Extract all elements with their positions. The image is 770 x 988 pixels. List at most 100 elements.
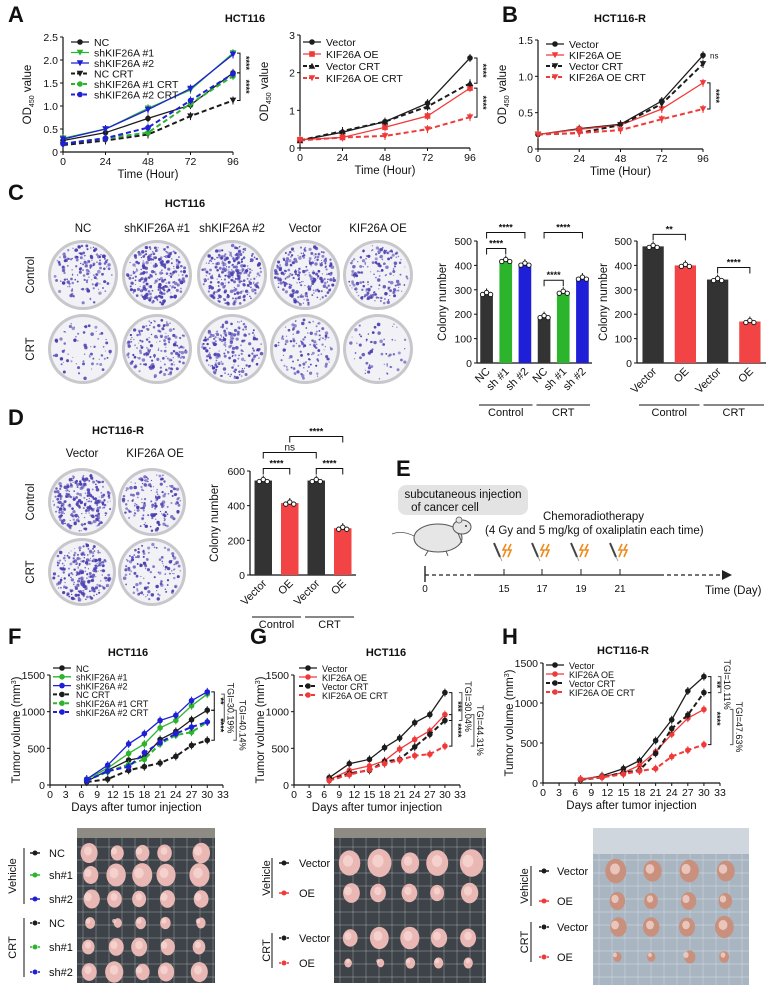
- data-point: [59, 665, 65, 671]
- colony-dot: [367, 333, 370, 335]
- colony-dot: [131, 336, 133, 339]
- colony-dot: [175, 487, 180, 491]
- colony-dot: [97, 480, 101, 484]
- colony-dot: [298, 267, 301, 271]
- colony-dot: [147, 477, 149, 480]
- colony-dot: [316, 255, 320, 259]
- y-label-main: OD: [22, 107, 34, 124]
- tumor-highlight: [109, 867, 119, 879]
- colony-dot: [147, 348, 150, 351]
- data-point: [173, 712, 179, 719]
- colony-dot: [100, 331, 104, 335]
- legend-item: shKIF26A #1 CRT: [53, 699, 149, 709]
- colony-dot: [58, 550, 63, 555]
- colony-dot: [378, 284, 381, 287]
- colony-dot: [147, 581, 150, 585]
- colony-dot: [362, 284, 366, 288]
- x-tick-label: 9: [94, 789, 100, 801]
- colony-dot: [69, 527, 72, 530]
- x-tick-label: 0: [297, 152, 303, 164]
- colony-dot: [238, 354, 240, 357]
- colony-dot: [62, 571, 65, 574]
- colony-dot: [284, 326, 287, 328]
- colony-dot: [63, 485, 68, 490]
- colony-dot: [300, 353, 303, 357]
- colony-dot: [166, 251, 169, 254]
- colony-dot: [81, 476, 85, 479]
- colony-dot: [224, 282, 227, 284]
- colony-dot: [86, 287, 89, 291]
- colony-dot: [393, 261, 398, 266]
- colony-dot: [307, 303, 310, 306]
- colony-dot: [235, 297, 238, 300]
- colony-dot: [251, 252, 254, 256]
- colony-dot: [300, 372, 303, 376]
- colony-dot: [247, 273, 251, 277]
- colony-dot: [332, 277, 335, 279]
- bar: [706, 279, 729, 363]
- timeline-axis-label: Time (Day): [705, 585, 762, 597]
- series-shkif26a-2-crt: [83, 717, 211, 785]
- data-point: [104, 762, 111, 768]
- colony-dot: [223, 298, 225, 300]
- colony-dot: [225, 256, 229, 260]
- colony-dot: [59, 256, 61, 258]
- colony-dot: [136, 555, 140, 559]
- colony-dot: [158, 278, 161, 281]
- data-point: [617, 127, 624, 134]
- colony-dot: [367, 254, 371, 258]
- colony-dot: [313, 340, 317, 344]
- colony-dot: [167, 267, 171, 271]
- colony-dot: [160, 580, 163, 583]
- legend-label: KIF26A OE CRT: [569, 72, 646, 84]
- colony-dot: [172, 556, 177, 560]
- colony-dot: [150, 333, 153, 336]
- colony-dot: [58, 263, 62, 266]
- colony-dot: [248, 281, 253, 285]
- significance-bracket: [262, 468, 291, 475]
- colony-dot: [98, 591, 101, 594]
- colony-dot: [152, 258, 155, 261]
- colony-dot: [175, 265, 180, 270]
- colony-dot: [103, 576, 107, 580]
- colony-dot: [180, 287, 182, 290]
- colony-dot: [252, 349, 256, 352]
- colony-dot: [101, 368, 105, 371]
- colony-dot: [58, 289, 62, 294]
- panel-letter-f: F: [8, 624, 21, 649]
- colony-dot: [377, 250, 381, 254]
- tumor-highlight: [681, 863, 691, 875]
- colony-dot: [133, 485, 137, 490]
- colony-dot: [232, 297, 234, 300]
- colony-dot: [242, 350, 244, 353]
- replicate-point: [264, 478, 270, 485]
- colony-dot: [78, 577, 81, 580]
- colony-dot: [387, 286, 391, 290]
- colony-dot: [371, 261, 375, 265]
- colony-dot: [88, 497, 90, 500]
- colony-dot: [214, 294, 216, 296]
- colony-dot: [351, 280, 354, 284]
- colony-dot: [164, 368, 168, 372]
- colony-dot: [156, 597, 160, 601]
- colony-dot: [295, 260, 298, 264]
- colony-dot: [351, 336, 353, 338]
- legend-item: Vector: [299, 664, 348, 674]
- colony-dot: [312, 343, 316, 347]
- colony-dot: [382, 301, 386, 305]
- y-tick-label: 0: [527, 144, 533, 156]
- panel-letter-g: G: [250, 624, 267, 649]
- colony-dot: [169, 322, 171, 324]
- bar-category-label: sh #2: [561, 366, 589, 394]
- colony-dot: [314, 256, 317, 258]
- colony-dot: [232, 337, 235, 340]
- data-point: [552, 689, 558, 695]
- radiation-bolt-icon: [539, 543, 551, 558]
- colony-dot: [311, 294, 314, 297]
- colony-dot: [127, 568, 131, 572]
- colony-dot: [103, 503, 107, 507]
- series-line: [62, 72, 234, 145]
- colony-dot: [237, 276, 241, 280]
- colony-dot: [59, 559, 62, 562]
